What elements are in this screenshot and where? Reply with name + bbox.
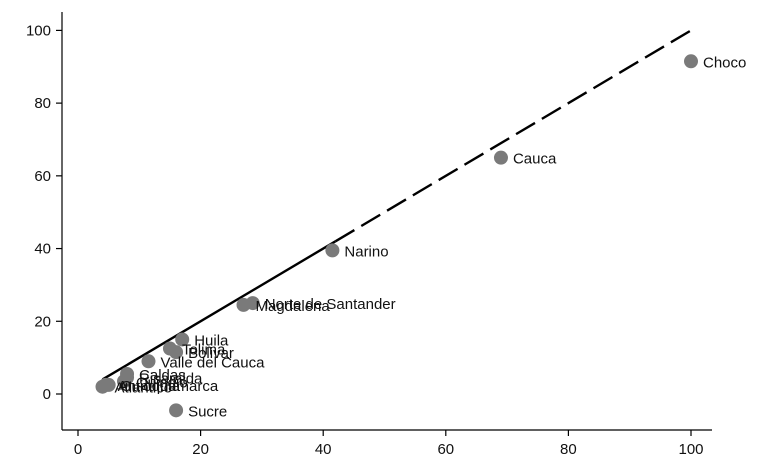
x-tick-label: 0 xyxy=(74,441,82,458)
data-point xyxy=(169,345,184,360)
data-point xyxy=(98,377,113,392)
data-point xyxy=(169,403,184,418)
data-point xyxy=(325,243,340,258)
point-label: Atlantico xyxy=(115,380,173,397)
point-label: Norte de Santander xyxy=(265,296,396,313)
y-tick-label: 80 xyxy=(34,95,51,112)
x-tick-label: 40 xyxy=(315,441,332,458)
point-label: Narino xyxy=(344,243,388,260)
y-tick-label: 40 xyxy=(34,241,51,258)
point-label: Risaralda xyxy=(139,371,203,388)
data-point xyxy=(236,297,251,312)
reference-line xyxy=(101,29,692,381)
point-label: Bolivar xyxy=(188,345,234,362)
y-tick-label: 100 xyxy=(26,22,51,39)
point-label: Cundinamarca xyxy=(121,378,219,395)
point-label: Caldas xyxy=(139,367,186,384)
point-labels: Choco Cauca Narino Norte de SantanderMagdal… xyxy=(115,54,747,420)
point-label: Huila xyxy=(194,332,229,349)
point-label: Sucre xyxy=(188,403,227,420)
point-label: Tolima xyxy=(182,342,226,359)
point-label: Cauca xyxy=(513,151,557,168)
point-label: Valle del Cauca xyxy=(160,354,265,371)
y-tick-label: 20 xyxy=(34,313,51,330)
reference-line-solid xyxy=(101,240,337,381)
axes: 0 20 40 60 80 100 0 20 40 60 80 100 xyxy=(26,12,712,458)
reference-line-dashed xyxy=(334,29,692,243)
data-points xyxy=(95,54,698,418)
point-label: Choco xyxy=(703,54,746,71)
point-label: Quindio xyxy=(136,374,188,391)
x-tick-label: 100 xyxy=(678,441,703,458)
point-label: Antioquia xyxy=(118,378,181,395)
data-point xyxy=(141,354,156,369)
data-point xyxy=(116,374,131,389)
data-point xyxy=(684,54,698,69)
data-point xyxy=(493,150,508,165)
x-tick-label: 20 xyxy=(192,441,209,458)
point-label: Magdalena xyxy=(256,298,331,315)
data-point xyxy=(175,332,190,347)
x-tick-label: 60 xyxy=(437,441,454,458)
y-tick-label: 60 xyxy=(34,168,51,185)
x-tick-label: 80 xyxy=(560,441,577,458)
y-tick-label: 0 xyxy=(43,386,51,403)
